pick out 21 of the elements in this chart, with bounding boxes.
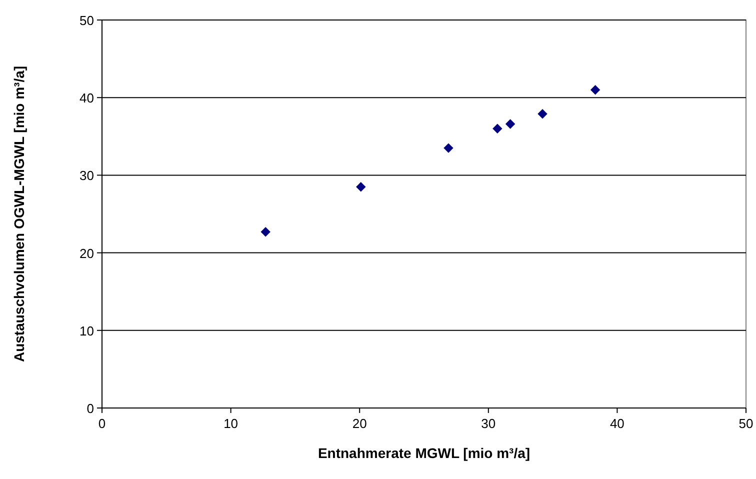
x-tick-label: 20 (352, 416, 367, 431)
point (538, 109, 548, 119)
y-tick-label: 50 (80, 13, 94, 28)
y-tick-label: 20 (80, 246, 94, 261)
point (356, 182, 366, 192)
y-tick-label: 40 (80, 90, 94, 106)
x-tick-label: 40 (610, 416, 624, 431)
x-tick-label: 0 (98, 416, 106, 431)
y-tick-label: 0 (86, 401, 94, 416)
point (260, 226, 270, 237)
y-axis-title: Austauschvolumen OGWL-MGWL [mio m³/a] (11, 66, 27, 362)
x-tick-label: 10 (224, 416, 238, 431)
y-tick-label: 30 (80, 168, 94, 184)
x-tick-label: 50 (738, 416, 754, 431)
point (505, 119, 516, 129)
y-tick-label: 10 (80, 323, 94, 338)
point (444, 143, 454, 153)
point (492, 124, 502, 134)
x-axis-title: Entnahmerate MGWL [mio m³/a] (318, 445, 530, 461)
x-tick-label: 30 (481, 416, 496, 431)
point (590, 84, 600, 95)
